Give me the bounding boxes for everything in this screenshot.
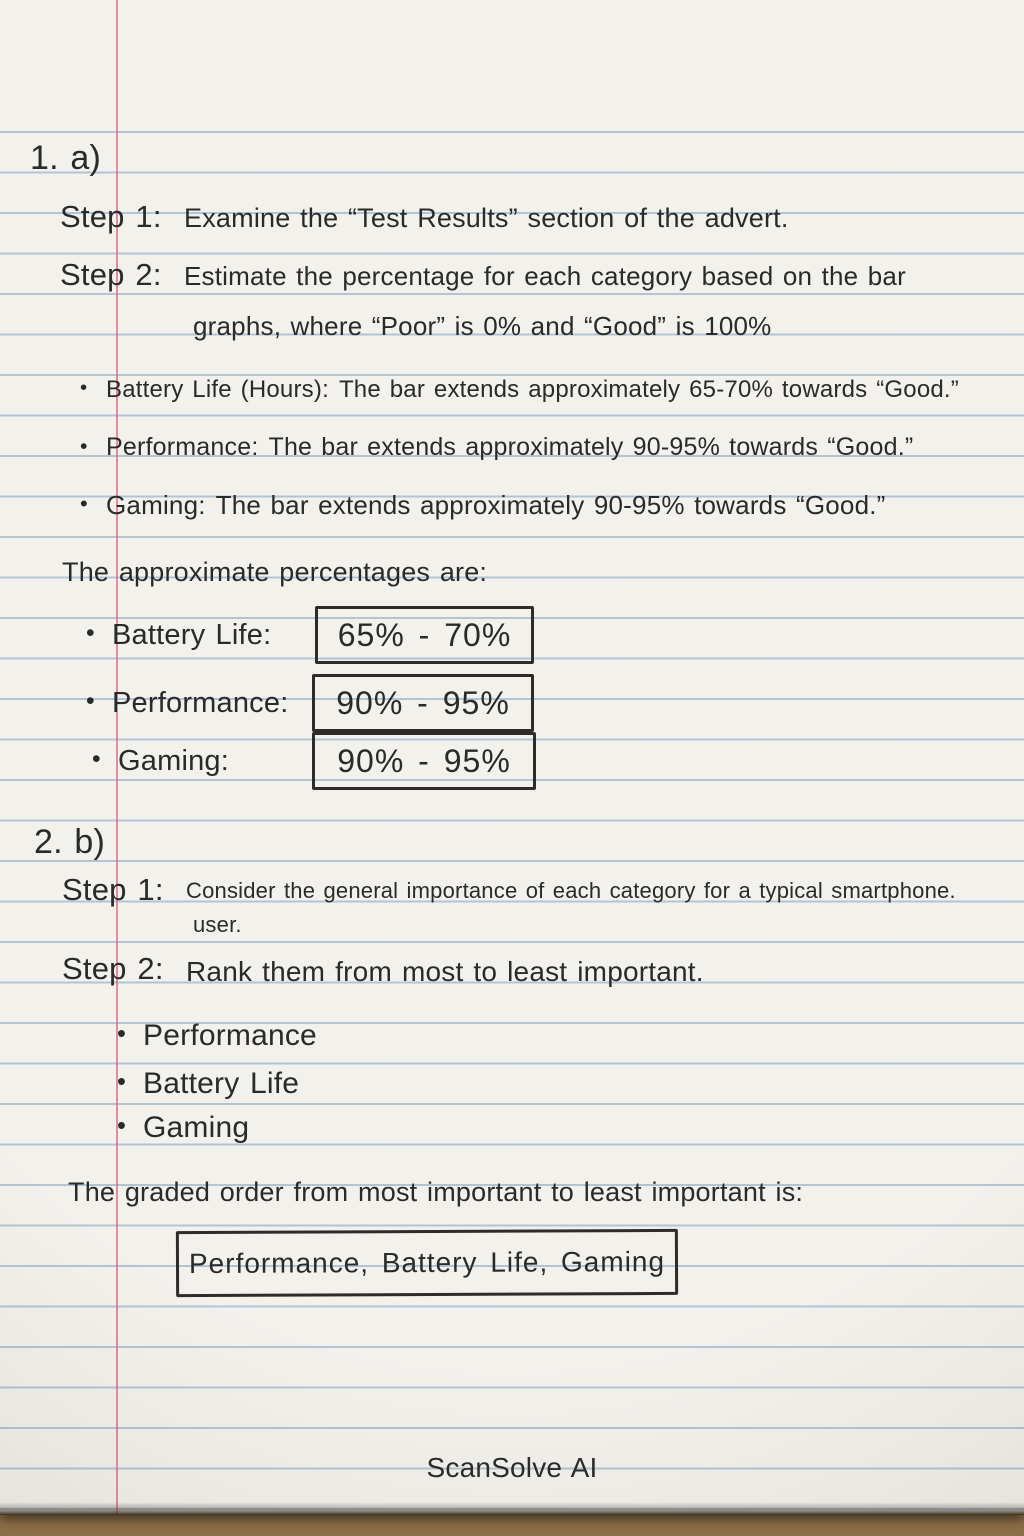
part-b-step2-text: Rank them from most to least important. bbox=[186, 956, 704, 987]
part-a-step2-text-line2: graphs, where “Poor” is 0% and “Good” is… bbox=[193, 311, 772, 341]
paper-bottom-edge bbox=[0, 1502, 1024, 1515]
observation-battery-life: Battery Life (Hours): The bar extends app… bbox=[80, 376, 959, 404]
observation-text: The bar extends approximately 90-95% tow… bbox=[268, 433, 914, 461]
answer-value: 90% - 95% bbox=[336, 684, 510, 721]
final-answer-value: Performance, Battery Life, Gaming bbox=[188, 1245, 666, 1280]
answer-box-performance: 90% - 95% bbox=[312, 674, 534, 732]
part-a-step1-text: Examine the “Test Results” section of th… bbox=[184, 203, 789, 233]
part-b-step1-text-line2: user. bbox=[193, 912, 242, 937]
part-b-step2-label: Step 2: bbox=[62, 951, 164, 986]
answer-label-battery-life: Battery Life: bbox=[86, 619, 271, 652]
scansolve-watermark: ScanSolve AI bbox=[426, 1452, 598, 1483]
answer-label-gaming: Gaming: bbox=[92, 745, 229, 778]
part-a-step1-label: Step 1: bbox=[60, 199, 162, 234]
part-a-step2-text-line1: Estimate the percentage for each categor… bbox=[184, 261, 906, 291]
ranking-item-battery-life: Battery Life bbox=[117, 1067, 299, 1101]
observation-text: The bar extends approximately 65-70% tow… bbox=[338, 376, 959, 403]
ranking-item-performance: Performance bbox=[117, 1019, 317, 1053]
observation-label: Gaming: bbox=[106, 490, 206, 520]
part-a-heading: 1. a) bbox=[30, 139, 102, 177]
part-a-step2-label: Step 2: bbox=[60, 257, 162, 292]
part-b-step1-text-line1: Consider the general importance of each … bbox=[186, 878, 956, 903]
part-b-step1-label: Step 1: bbox=[62, 872, 164, 907]
part-b-heading: 2. b) bbox=[34, 823, 106, 861]
answer-value: 90% - 95% bbox=[337, 742, 511, 779]
answer-box-battery-life: 65% - 70% bbox=[315, 606, 534, 664]
ranking-item-gaming: Gaming bbox=[117, 1111, 249, 1145]
answer-value: 65% - 70% bbox=[337, 616, 512, 653]
answer-box-gaming: 90% - 95% bbox=[312, 732, 536, 790]
observation-label: Performance: bbox=[106, 433, 259, 461]
observation-text: The bar extends approximately 90-95% tow… bbox=[215, 490, 886, 520]
observation-label: Battery Life (Hours): bbox=[106, 376, 329, 403]
part-b-summary-intro: The graded order from most important to … bbox=[68, 1177, 804, 1207]
part-a-summary-intro: The approximate percentages are: bbox=[62, 557, 488, 587]
observation-performance: Performance: The bar extends approximatel… bbox=[80, 433, 914, 462]
observation-gaming: Gaming: The bar extends approximately 90-… bbox=[80, 490, 886, 521]
answer-label-performance: Performance: bbox=[86, 687, 288, 720]
final-answer-box: Performance, Battery Life, Gaming bbox=[175, 1228, 679, 1298]
